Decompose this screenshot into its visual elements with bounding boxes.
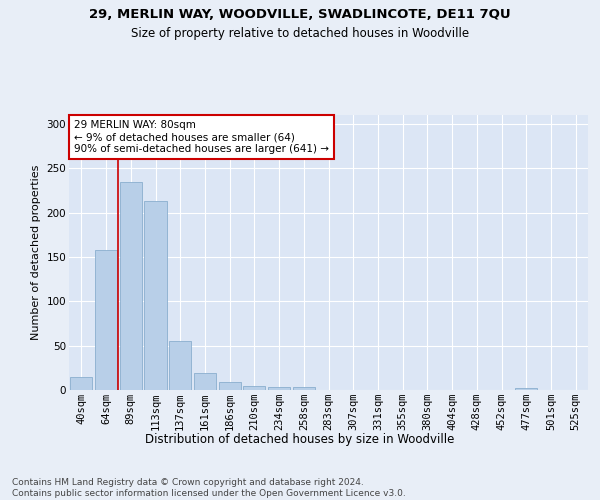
Bar [95, 250, 117, 390]
Bar [194, 373, 216, 390]
Text: Distribution of detached houses by size in Woodville: Distribution of detached houses by size … [145, 432, 455, 446]
Bar [515, 388, 538, 390]
Text: Size of property relative to detached houses in Woodville: Size of property relative to detached ho… [131, 28, 469, 40]
Bar [169, 341, 191, 390]
Text: 29, MERLIN WAY, WOODVILLE, SWADLINCOTE, DE11 7QU: 29, MERLIN WAY, WOODVILLE, SWADLINCOTE, … [89, 8, 511, 20]
Bar [119, 182, 142, 390]
Bar [268, 388, 290, 390]
Bar [293, 388, 315, 390]
Bar [145, 201, 167, 390]
Text: Contains HM Land Registry data © Crown copyright and database right 2024.
Contai: Contains HM Land Registry data © Crown c… [12, 478, 406, 498]
Bar [70, 376, 92, 390]
Bar [243, 386, 265, 390]
Y-axis label: Number of detached properties: Number of detached properties [31, 165, 41, 340]
Text: 29 MERLIN WAY: 80sqm
← 9% of detached houses are smaller (64)
90% of semi-detach: 29 MERLIN WAY: 80sqm ← 9% of detached ho… [74, 120, 329, 154]
Bar [218, 382, 241, 390]
